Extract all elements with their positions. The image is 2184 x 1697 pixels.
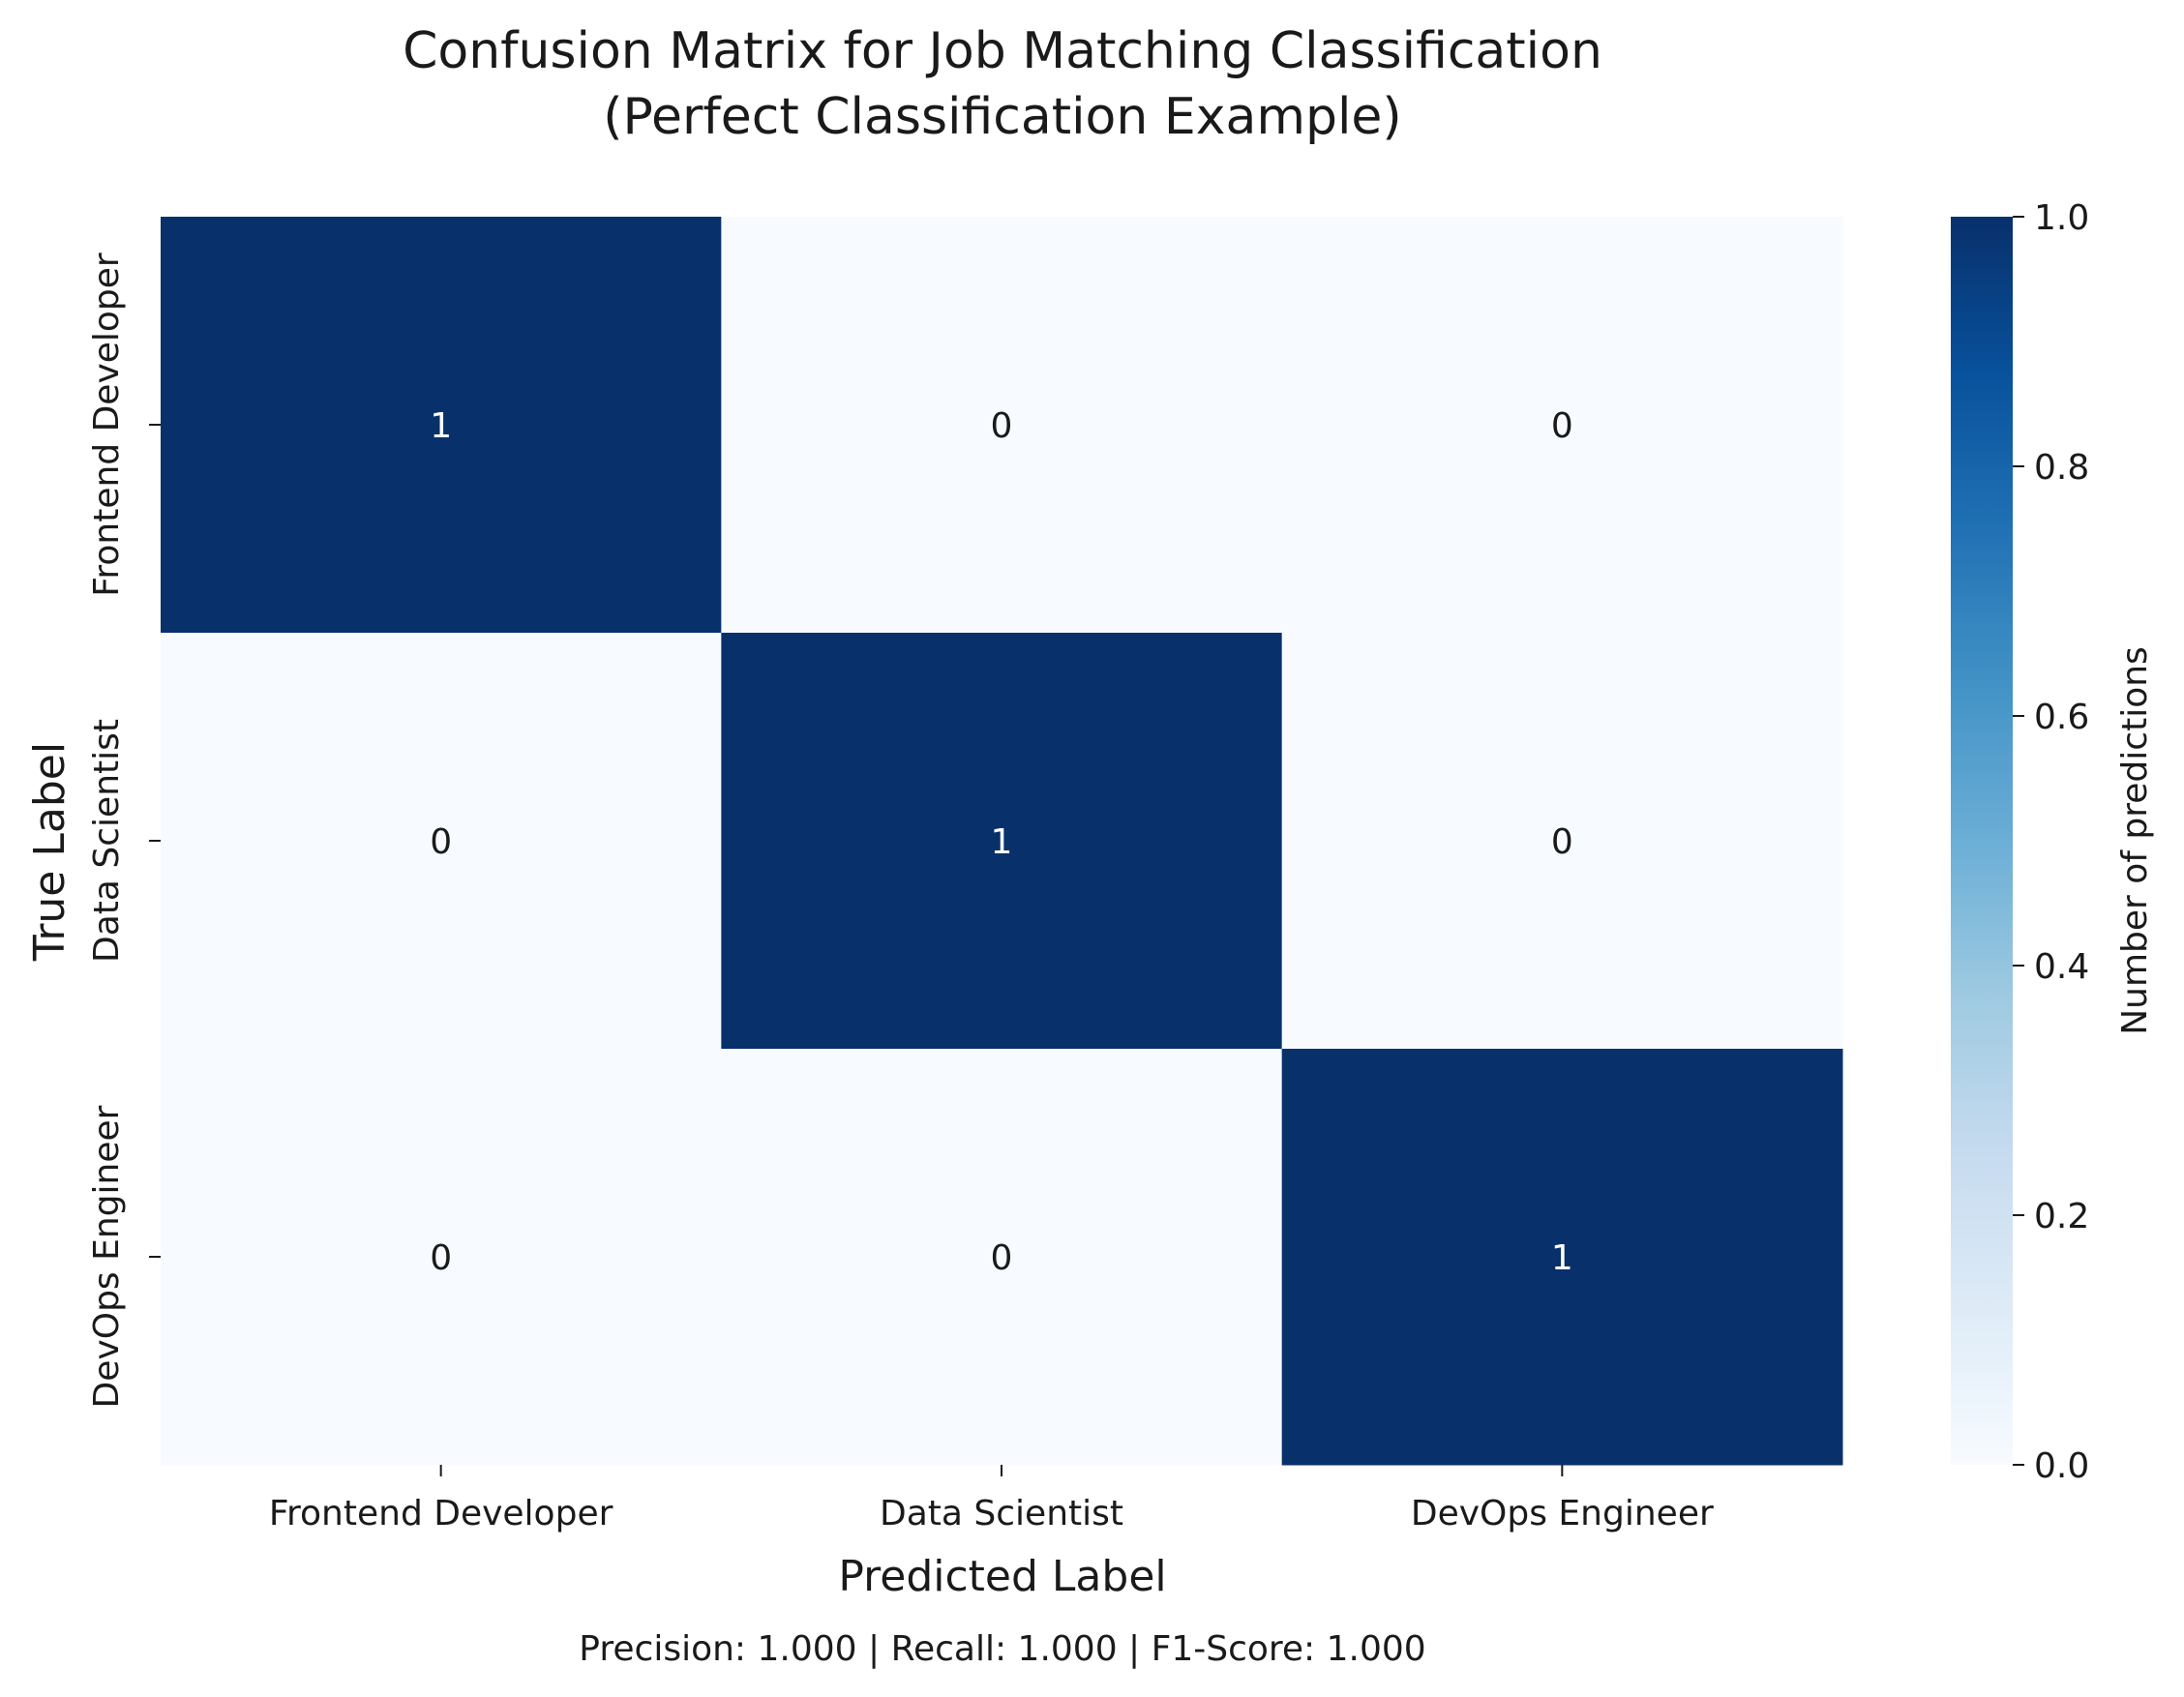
colorbar bbox=[1951, 217, 2013, 1465]
colorbar-tick-label: 0.2 bbox=[2034, 1197, 2089, 1236]
y-tick-label: Data Scientist bbox=[87, 719, 127, 963]
colorbar-tick-label: 0.4 bbox=[2034, 947, 2089, 987]
heatmap-cell-r2-c0 bbox=[161, 1049, 722, 1466]
colorbar-tick-label: 1.0 bbox=[2034, 198, 2089, 238]
heatmap-cell-r2-c1 bbox=[721, 1049, 1283, 1466]
cell-value-r1-c2: 0 bbox=[1551, 822, 1573, 862]
chart-title-line2: (Perfect Classification Example) bbox=[603, 88, 1401, 146]
y-axis-label: True Label bbox=[25, 742, 75, 962]
heatmap-cells bbox=[161, 217, 1843, 1466]
colorbar-tick-label: 0.6 bbox=[2034, 698, 2089, 737]
cell-value-r2-c2: 1 bbox=[1551, 1238, 1573, 1278]
heatmap-cell-r1-c2 bbox=[1281, 633, 1843, 1050]
heatmap-cell-r1-c0 bbox=[161, 633, 722, 1050]
colorbar-tick-label: 0.0 bbox=[2034, 1446, 2089, 1486]
heatmap-cell-r2-c2 bbox=[1281, 1049, 1843, 1466]
colorbar-ticks: 0.0 0.2 0.4 0.6 0.8 1.0 bbox=[2013, 198, 2089, 1486]
cell-value-r1-c1: 1 bbox=[991, 822, 1013, 862]
x-axis: Frontend Developer Data Scientist DevOps E… bbox=[269, 1465, 1714, 1533]
cell-value-r2-c0: 0 bbox=[430, 1238, 452, 1278]
x-tick-label: DevOps Engineer bbox=[1411, 1494, 1714, 1533]
cell-value-r0-c1: 0 bbox=[991, 406, 1013, 446]
cell-value-r0-c2: 0 bbox=[1551, 406, 1573, 446]
heatmap-cell-r0-c2 bbox=[1281, 217, 1843, 634]
heatmap-cell-r0-c1 bbox=[721, 217, 1283, 634]
cell-value-r0-c0: 1 bbox=[430, 406, 452, 446]
colorbar-tick-label: 0.8 bbox=[2034, 448, 2089, 488]
metrics-footer: Precision: 1.000 | Recall: 1.000 | F1-Sc… bbox=[579, 1629, 1425, 1669]
y-tick-label: DevOps Engineer bbox=[87, 1105, 127, 1408]
y-axis: Frontend Developer Data Scientist DevOps E… bbox=[87, 253, 161, 1408]
cell-value-r2-c1: 0 bbox=[991, 1238, 1013, 1278]
x-axis-label: Predicted Label bbox=[838, 1552, 1166, 1601]
cell-value-r1-c0: 0 bbox=[430, 822, 452, 862]
y-tick-label: Frontend Developer bbox=[87, 253, 127, 597]
x-tick-label: Data Scientist bbox=[880, 1494, 1123, 1533]
heatmap-cell-r0-c0 bbox=[161, 217, 722, 634]
heatmap-cell-r1-c1 bbox=[721, 633, 1283, 1050]
colorbar-label: Number of predictions bbox=[2115, 646, 2155, 1035]
heatmap-cell-labels: 1 0 0 0 1 0 0 0 1 bbox=[430, 406, 1573, 1278]
chart-title-line1: Confusion Matrix for Job Matching Classi… bbox=[403, 22, 1602, 80]
x-tick-label: Frontend Developer bbox=[269, 1494, 613, 1533]
